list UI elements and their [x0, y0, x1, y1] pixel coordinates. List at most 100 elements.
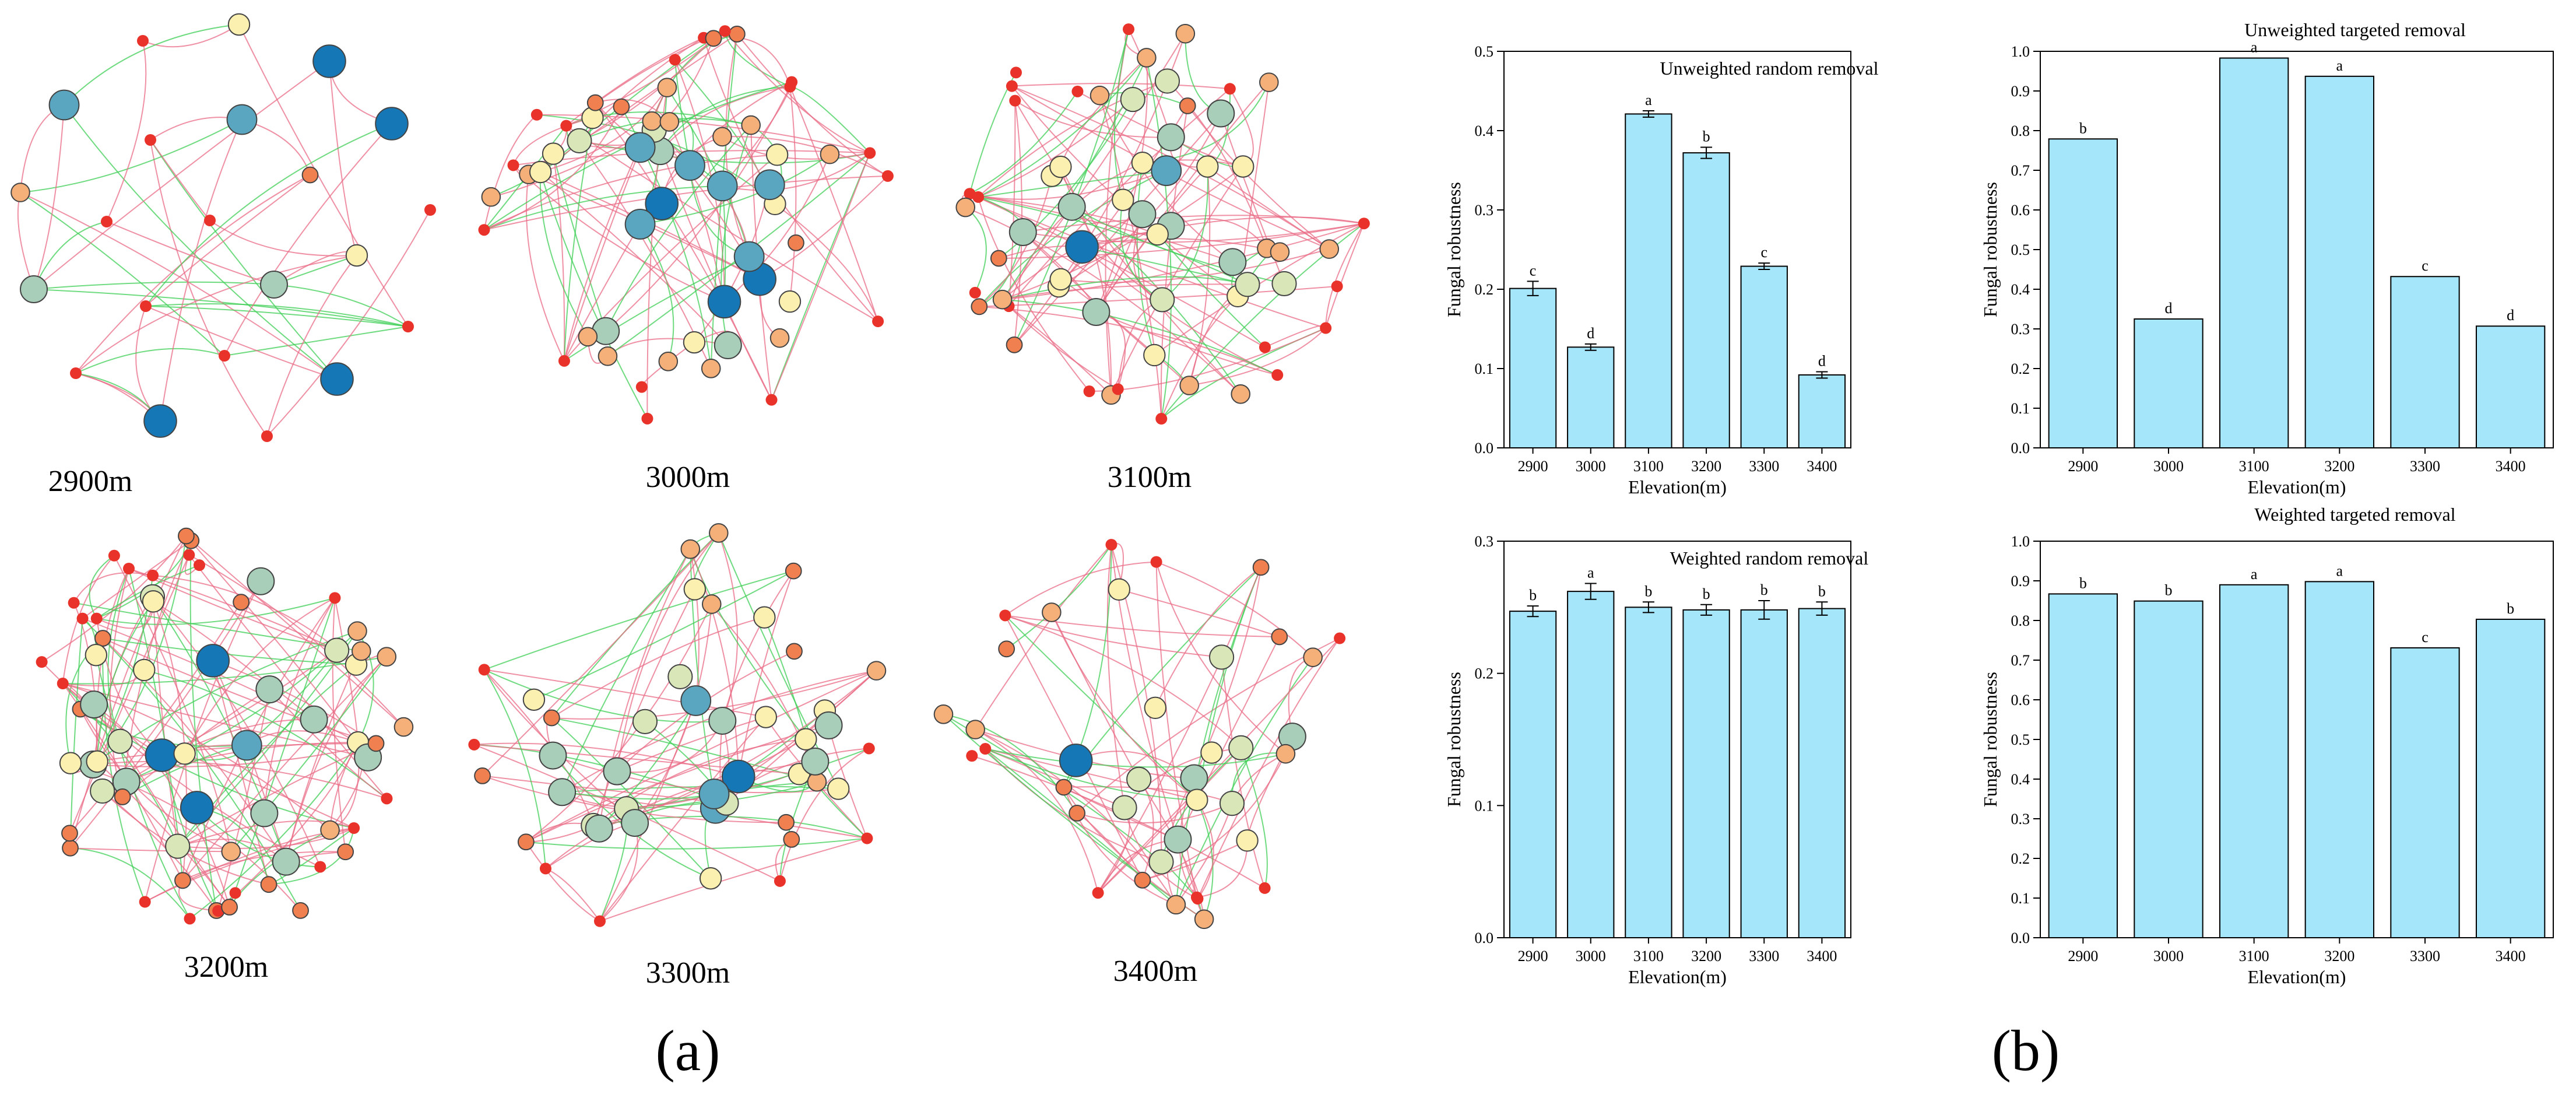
y-tick-label: 0.6	[2011, 692, 2030, 709]
network-edge	[564, 223, 641, 362]
network-node	[381, 793, 393, 805]
x-axis-label: Elevation(m)	[1628, 476, 1727, 497]
network-node	[1334, 632, 1346, 644]
network-node	[85, 644, 108, 667]
panel-label-b: (b)	[1992, 1018, 2060, 1083]
significance-letter: a	[2251, 566, 2258, 583]
network-node	[714, 331, 742, 360]
network-node	[642, 111, 662, 131]
x-tick-label: 2900	[2068, 948, 2098, 965]
network-edge	[483, 114, 537, 230]
network-node	[669, 54, 681, 66]
network-node	[183, 549, 195, 561]
bar-3200	[2304, 581, 2375, 938]
network-edge	[103, 637, 357, 665]
network-edge	[1097, 807, 1130, 893]
y-tick-label: 0.5	[2011, 241, 2030, 258]
bar-chart-1: 0.0 0.1 0.2 0.3 0.4 0.5 c 2900 d 3000 a 3100 b 3200 c 3…	[1443, 43, 1879, 497]
chart-title: Unweighted random removal	[1660, 58, 1879, 79]
network-node	[1259, 341, 1271, 353]
significance-letter: b	[1818, 583, 1826, 599]
y-tick-label: 1.0	[2011, 43, 2030, 60]
network-node	[632, 709, 658, 734]
network-edge	[484, 570, 794, 671]
network-node	[598, 346, 618, 366]
network-node	[1126, 766, 1152, 792]
network-node	[1150, 287, 1175, 313]
network-edge	[69, 581, 262, 848]
network-node	[979, 743, 992, 755]
network-node	[260, 876, 277, 893]
network-edge	[484, 669, 723, 723]
network-edge	[598, 700, 697, 829]
bar-3100	[2219, 584, 2289, 938]
significance-letter: a	[1587, 564, 1594, 581]
network-edge	[106, 40, 147, 222]
network-edge	[188, 554, 405, 728]
bar-3000	[1567, 346, 1615, 449]
x-tick-label: 2900	[2068, 458, 2098, 475]
network-edge	[1095, 82, 1270, 313]
x-axis-label: Elevation(m)	[1628, 966, 1727, 987]
network-node	[624, 132, 656, 163]
network-node	[966, 750, 978, 762]
network-edge	[1155, 562, 1287, 755]
network-node	[683, 578, 707, 601]
network-edge	[525, 174, 565, 362]
network-edge	[1014, 100, 1023, 345]
network-node	[1236, 829, 1259, 852]
network-node	[721, 759, 755, 794]
network-node	[1042, 602, 1062, 622]
network-node	[1146, 223, 1169, 246]
network-edge	[1002, 276, 1248, 300]
network-edge	[62, 656, 387, 685]
network-node	[567, 128, 592, 154]
network-edge	[1006, 544, 1112, 650]
network-node	[754, 706, 778, 728]
network-node	[478, 224, 490, 236]
network-node	[219, 350, 230, 362]
network-edge	[969, 193, 1266, 348]
significance-letter: b	[1644, 583, 1652, 599]
network-label-3200m: 3200m	[184, 951, 268, 984]
network-edges	[41, 535, 405, 920]
network-edge	[1050, 612, 1140, 780]
network-edge	[1138, 779, 1205, 920]
network-edge	[1008, 88, 1231, 307]
network-edge	[150, 139, 338, 380]
network-node	[59, 752, 82, 774]
y-tick-label: 0.8	[2011, 122, 2030, 139]
network-edge	[789, 86, 797, 302]
network-node	[1128, 200, 1157, 229]
significance-letter: d	[1818, 352, 1826, 369]
network-edge	[69, 618, 83, 848]
network-node	[260, 271, 288, 299]
network-edge	[1197, 637, 1340, 899]
network-edge	[1004, 561, 1157, 616]
network-edge	[526, 837, 867, 850]
network-edge	[1196, 800, 1214, 899]
network-node	[1194, 909, 1214, 930]
network-node	[667, 664, 693, 689]
network-node	[221, 899, 238, 916]
network-node	[1331, 280, 1343, 292]
y-tick-label: 0.3	[2011, 321, 2030, 338]
network-node	[814, 711, 843, 739]
network-node	[424, 204, 436, 216]
network-node	[48, 89, 80, 121]
network-node	[560, 120, 572, 132]
network-node	[221, 841, 241, 862]
network-node	[351, 641, 371, 661]
bar-chart-4: 0.0 0.1 0.2 0.3 0.4 0.5 0.6 0.7 0.8 0.9 1.0 b 2900 b 3…	[1980, 504, 2554, 987]
network-node	[367, 735, 385, 752]
network-node	[1207, 99, 1235, 128]
network-node	[707, 285, 741, 319]
significance-letter: b	[2079, 574, 2087, 591]
panel-label-a: (a)	[656, 1018, 721, 1083]
network-edge	[144, 669, 388, 800]
network-nodes	[468, 523, 887, 927]
significance-letter: b	[2079, 120, 2087, 136]
network-node	[1219, 790, 1245, 816]
significance-letter: c	[2422, 629, 2429, 646]
network-node	[680, 539, 701, 559]
